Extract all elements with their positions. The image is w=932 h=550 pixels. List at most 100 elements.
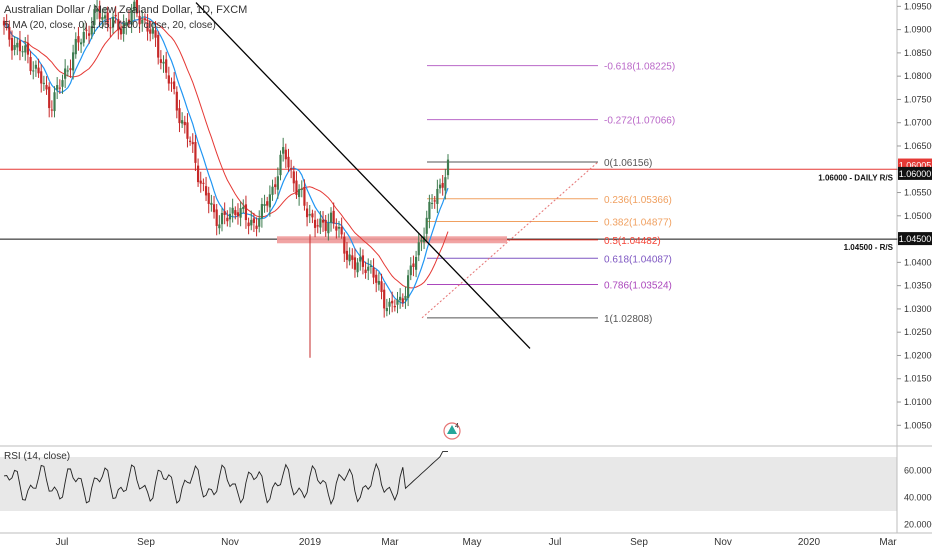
candle-body[interactable] (196, 165, 200, 183)
candle-body[interactable] (369, 265, 372, 267)
candle-body[interactable] (133, 1, 136, 12)
candle-body[interactable] (242, 206, 245, 210)
candle-body[interactable] (18, 40, 22, 52)
candle-body[interactable] (340, 226, 343, 235)
candle-body[interactable] (191, 142, 194, 145)
candle-body[interactable] (345, 250, 349, 260)
candle-body[interactable] (37, 67, 40, 74)
candle-body[interactable] (308, 214, 311, 216)
candle-body[interactable] (311, 213, 314, 218)
candle-body[interactable] (8, 27, 11, 40)
candle-body[interactable] (252, 218, 256, 223)
candle-body[interactable] (143, 18, 147, 20)
candle-body[interactable] (353, 257, 357, 270)
candle-body[interactable] (274, 184, 277, 188)
candle-body[interactable] (388, 301, 391, 307)
candle-body[interactable] (231, 207, 234, 214)
candle-body[interactable] (329, 212, 333, 223)
candle-body[interactable] (383, 289, 386, 309)
candle-body[interactable] (401, 298, 404, 303)
candle-body[interactable] (412, 263, 415, 268)
candle-body[interactable] (441, 182, 444, 188)
candle-body[interactable] (82, 32, 85, 43)
candle-body[interactable] (127, 19, 131, 24)
candle-body[interactable] (34, 64, 38, 69)
candle-body[interactable] (300, 188, 303, 190)
candle-body[interactable] (95, 8, 99, 12)
candle-body[interactable] (319, 218, 322, 228)
candle-body[interactable] (356, 262, 359, 273)
ma-slow-line[interactable] (3, 18, 449, 289)
candle-body[interactable] (236, 212, 240, 217)
candle-body[interactable] (351, 255, 354, 260)
ma-indicator-label[interactable]: 5 MA (20, close, 0) 1.05 / (100, close, … (4, 20, 216, 31)
candle-body[interactable] (391, 300, 394, 304)
candle-body[interactable] (215, 209, 218, 226)
candle-body[interactable] (178, 108, 181, 124)
rsi-line[interactable] (3, 451, 448, 506)
candle-body[interactable] (364, 269, 367, 274)
candle-body[interactable] (98, 6, 101, 19)
candle-body[interactable] (53, 92, 56, 112)
candle-body[interactable] (32, 70, 35, 72)
candle-body[interactable] (29, 57, 32, 72)
candle-body[interactable] (146, 22, 149, 32)
candle-body[interactable] (13, 44, 16, 50)
candle-body[interactable] (220, 212, 224, 225)
candle-body[interactable] (5, 23, 8, 25)
candle-body[interactable] (255, 225, 258, 229)
candle-body[interactable] (199, 180, 202, 184)
candle-body[interactable] (154, 30, 157, 38)
candle-body[interactable] (141, 19, 144, 24)
candle-body[interactable] (428, 201, 431, 219)
candle-body[interactable] (21, 51, 24, 53)
candle-body[interactable] (130, 9, 133, 25)
candle-body[interactable] (228, 213, 232, 220)
candle-body[interactable] (321, 219, 325, 223)
candle-body[interactable] (61, 80, 64, 87)
candle-body[interactable] (66, 70, 69, 72)
candle-body[interactable] (173, 81, 176, 90)
candle-body[interactable] (446, 159, 450, 176)
candle-body[interactable] (263, 203, 266, 206)
candle-body[interactable] (48, 86, 51, 109)
downtrend-line[interactable] (195, 2, 531, 349)
support-zone[interactable] (277, 236, 507, 244)
candle-body[interactable] (119, 28, 123, 35)
candle-body[interactable] (266, 201, 269, 206)
candle-body[interactable] (295, 180, 298, 195)
event-marker-icon[interactable]: 4 (443, 422, 461, 440)
candle-body[interactable] (436, 188, 439, 204)
candle-body[interactable] (85, 29, 88, 31)
candle-body[interactable] (212, 204, 216, 213)
candle-body[interactable] (10, 38, 14, 51)
candle-body[interactable] (247, 222, 250, 227)
candle-body[interactable] (58, 87, 61, 89)
candle-body[interactable] (290, 168, 293, 170)
candle-body[interactable] (377, 280, 380, 285)
candle-body[interactable] (292, 171, 295, 184)
candle-body[interactable] (324, 219, 327, 231)
price-pane[interactable] (0, 0, 897, 441)
candle-body[interactable] (117, 19, 120, 31)
candle-body[interactable] (90, 25, 93, 35)
candle-body[interactable] (45, 85, 48, 90)
candle-body[interactable] (327, 222, 330, 234)
candle-body[interactable] (417, 242, 420, 256)
candle-body[interactable] (385, 307, 388, 312)
candle-body[interactable] (183, 121, 186, 126)
candle-body[interactable] (375, 274, 378, 283)
candle-body[interactable] (430, 202, 434, 204)
candle-body[interactable] (234, 210, 237, 215)
candle-body[interactable] (420, 239, 423, 242)
candle-body[interactable] (335, 226, 338, 231)
candle-body[interactable] (244, 204, 248, 221)
candle-body[interactable] (414, 256, 418, 270)
candle-body[interactable] (223, 211, 226, 215)
candle-body[interactable] (157, 34, 160, 58)
candle-body[interactable] (202, 182, 205, 184)
candle-body[interactable] (181, 120, 184, 124)
candle-body[interactable] (425, 217, 428, 234)
candle-body[interactable] (444, 177, 447, 191)
